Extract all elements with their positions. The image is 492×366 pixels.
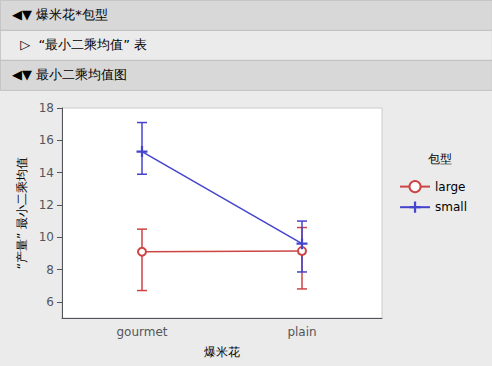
- svg-text:small: small: [435, 200, 467, 214]
- svg-text:爆米花: 爆米花: [204, 345, 240, 359]
- svg-text:16: 16: [39, 133, 54, 147]
- svg-text:▷ “最小二乘均值” 表: ▷ “最小二乘均值” 表: [12, 37, 147, 52]
- svg-text:8: 8: [46, 263, 54, 277]
- svg-text:plain: plain: [287, 325, 316, 339]
- svg-text:14: 14: [39, 166, 54, 180]
- svg-text:◀▼ 最小二乘均值图: ◀▼ 最小二乘均值图: [12, 67, 127, 82]
- svg-text:◀▼ 爆米花*包型: ◀▼ 爆米花*包型: [12, 7, 108, 22]
- svg-text:包型: 包型: [428, 152, 452, 166]
- svg-text:gourmet: gourmet: [116, 325, 167, 339]
- svg-text:10: 10: [39, 230, 54, 244]
- svg-text:18: 18: [39, 101, 54, 115]
- svg-text:large: large: [435, 180, 465, 194]
- svg-text:“产量” 最小二乘均值: “产量” 最小二乘均值: [15, 157, 29, 269]
- svg-text:6: 6: [46, 295, 54, 309]
- svg-text:12: 12: [39, 198, 54, 212]
